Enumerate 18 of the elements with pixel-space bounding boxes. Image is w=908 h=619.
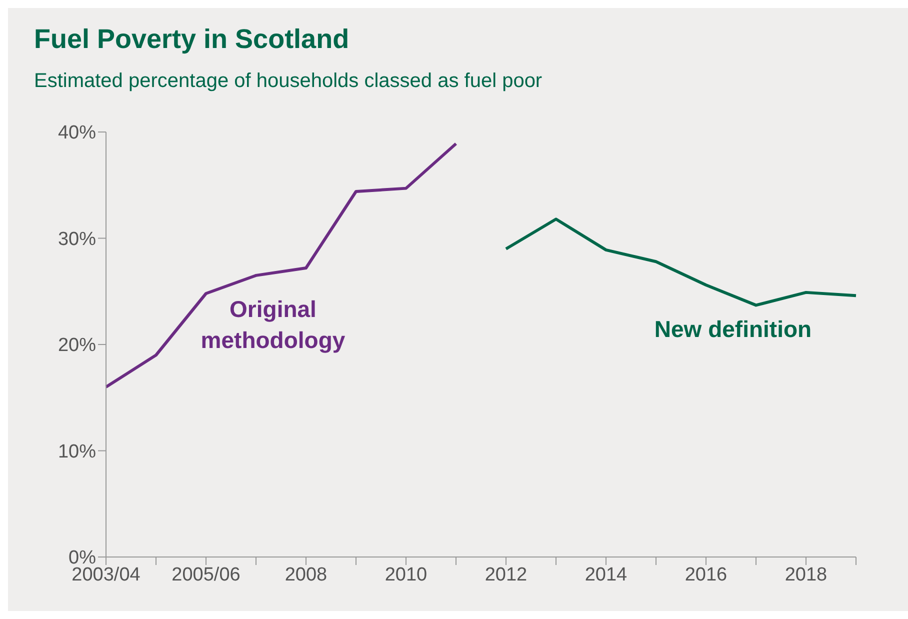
y-tick-label: 30% xyxy=(58,228,96,250)
chart-subtitle: Estimated percentage of households classed as fuel poor xyxy=(34,70,542,93)
y-tick-label: 40% xyxy=(58,122,96,144)
x-tick-label: 2014 xyxy=(584,564,628,586)
line-series xyxy=(104,142,458,388)
x-tick-label: 2012 xyxy=(484,564,528,586)
series-label: Original methodology xyxy=(200,295,346,355)
x-tick-label: 2016 xyxy=(684,564,728,586)
x-tick-label: 2008 xyxy=(284,564,328,586)
line-series xyxy=(504,218,858,307)
y-tick-label: 10% xyxy=(58,441,96,462)
y-tick-label: 20% xyxy=(58,335,96,356)
x-tick-label: 2005/06 xyxy=(172,564,240,586)
series-label: New definition xyxy=(653,315,813,344)
x-tick-label: 2018 xyxy=(784,564,828,586)
chart-title: Fuel Poverty in Scotland xyxy=(34,24,350,55)
x-tick-label: 2010 xyxy=(384,564,428,586)
x-tick-label: 2003/04 xyxy=(72,564,141,586)
